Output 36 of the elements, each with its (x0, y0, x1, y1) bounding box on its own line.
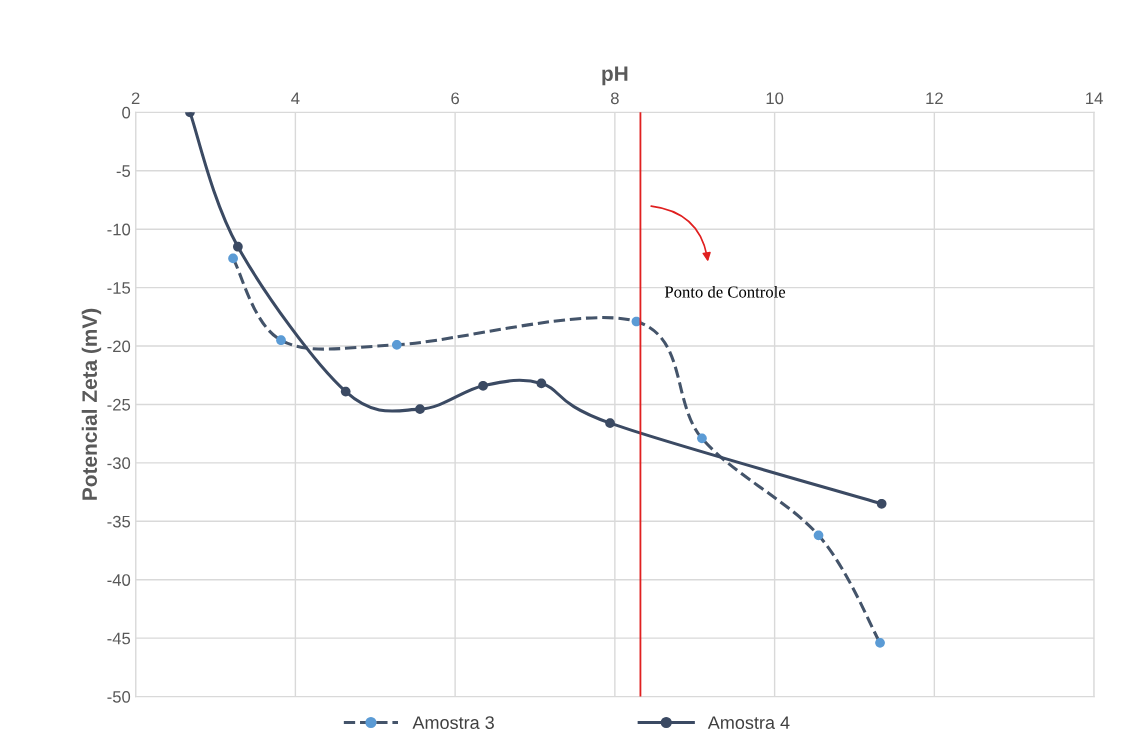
legend-label: Amostra 4 (707, 716, 790, 729)
point (875, 637, 885, 648)
y-tick-label: -40 (107, 574, 131, 586)
point (605, 418, 615, 429)
point (697, 433, 707, 444)
y-tick-label: 0 (122, 106, 131, 119)
y-tick-label: -10 (107, 223, 131, 236)
y-tick-label: -5 (116, 165, 131, 177)
point (536, 378, 547, 389)
y-tick-label: -25 (107, 398, 131, 411)
y-tick-label: -45 (107, 632, 131, 645)
ref-line-label: Ponto de Controle (664, 285, 786, 298)
point (340, 386, 351, 397)
x-axis-title: pH (602, 66, 628, 86)
point (391, 340, 402, 350)
point (276, 335, 286, 346)
x-tick-label: 8 (610, 92, 619, 105)
point (876, 498, 887, 509)
y-axis-title: Potencial Zeta (mV) (81, 308, 102, 500)
x-tick-label: 12 (926, 92, 943, 105)
x-tick-label: 14 (1086, 92, 1103, 105)
y-tick-label: -20 (107, 340, 131, 353)
y-tick-label: -35 (107, 515, 131, 528)
x-tick-label: 6 (451, 92, 460, 105)
point (813, 530, 824, 541)
x-tick-label: 10 (766, 92, 784, 105)
point (415, 404, 425, 414)
point (233, 241, 243, 252)
y-tick-label: -50 (107, 690, 131, 703)
point (228, 253, 238, 264)
y-tick-label: -30 (107, 457, 131, 470)
legend-label: Amostra 3 (412, 716, 494, 729)
x-tick-label: 2 (131, 92, 140, 105)
point (478, 380, 488, 391)
x-tick-label: 4 (291, 92, 300, 105)
y-tick-label: -15 (107, 282, 131, 294)
